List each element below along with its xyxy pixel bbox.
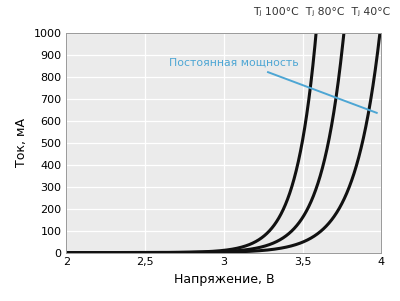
Text: Tⱼ 100°C  Tⱼ 80°C  Tⱼ 40°C: Tⱼ 100°C Tⱼ 80°C Tⱼ 40°C <box>253 7 390 17</box>
X-axis label: Напряжение, В: Напряжение, В <box>174 273 274 286</box>
Text: Постоянная мощность: Постоянная мощность <box>169 58 298 68</box>
Y-axis label: Ток, мА: Ток, мА <box>15 118 28 167</box>
